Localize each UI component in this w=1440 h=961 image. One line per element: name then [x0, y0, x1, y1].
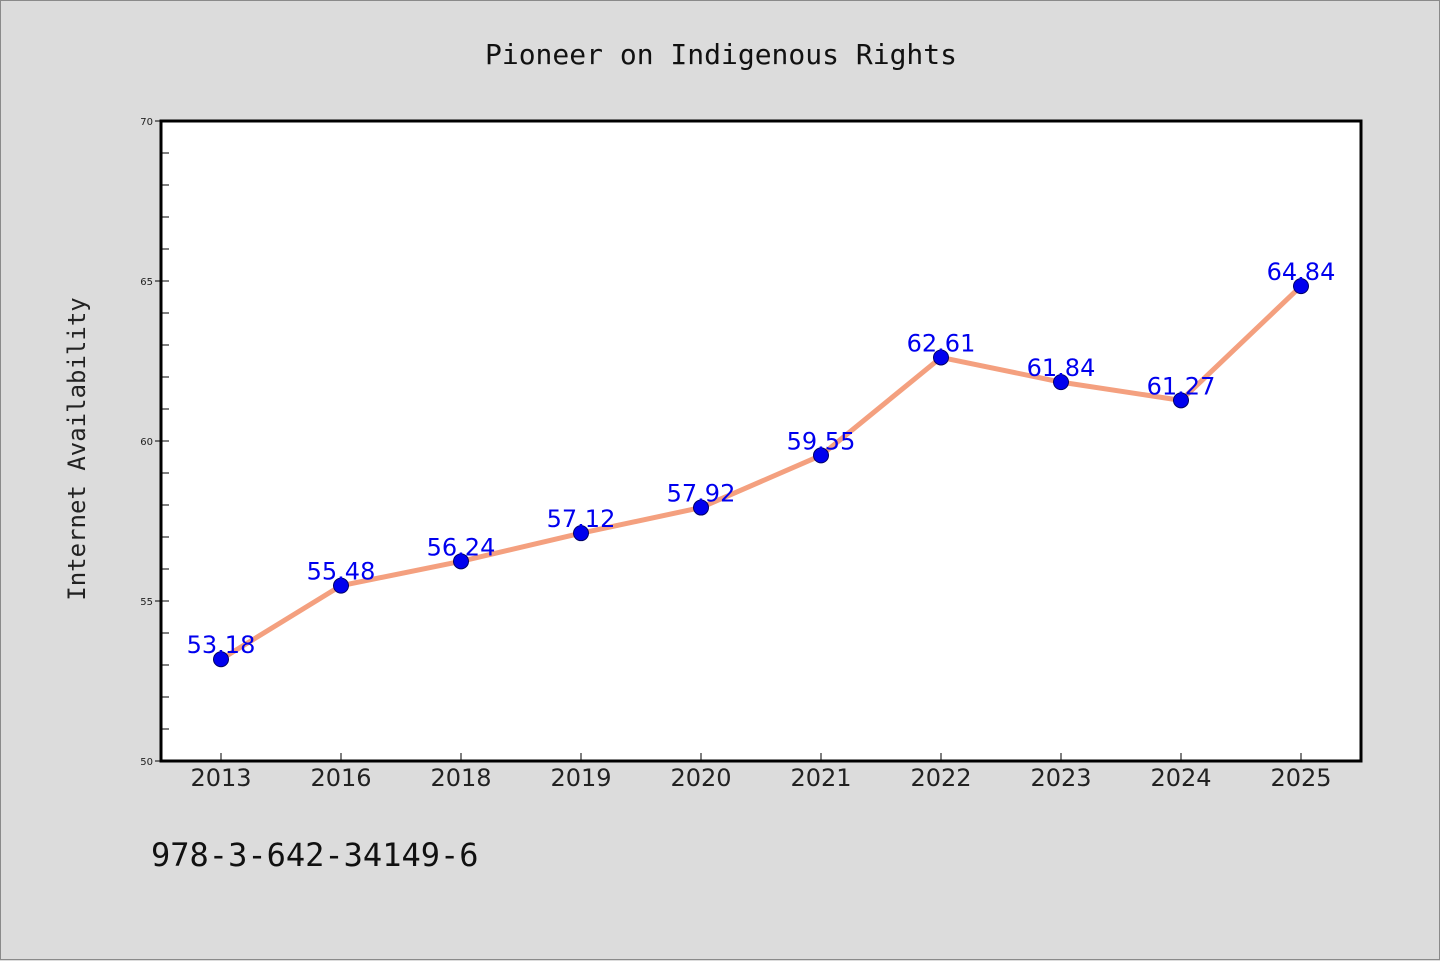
x-tick-label: 2025 — [1270, 764, 1331, 792]
data-label: 53.18 — [187, 631, 256, 659]
data-label: 59.55 — [787, 427, 856, 455]
data-point — [573, 525, 589, 542]
series-group — [213, 278, 1309, 668]
data-point — [1173, 392, 1189, 409]
x-tick-label: 2020 — [670, 764, 731, 792]
data-labels-group: 53.18 55.48 56.24 57.12 57.92 59.55 62.61 61.84… — [187, 258, 1336, 659]
y-tick-label: 60 — [140, 437, 153, 448]
data-label: 62.61 — [907, 329, 976, 357]
data-point — [453, 553, 469, 570]
x-tick-label: 2019 — [550, 764, 611, 792]
y-tick-label: 65 — [140, 277, 153, 288]
data-label: 55.48 — [307, 558, 376, 586]
data-point — [1293, 278, 1309, 295]
data-point — [1053, 374, 1069, 391]
y-axis-label: Internet Availability — [63, 297, 91, 600]
data-point — [333, 577, 349, 594]
data-label: 57.12 — [547, 505, 616, 533]
data-point — [693, 499, 709, 516]
data-label: 57.92 — [667, 480, 736, 508]
data-label: 61.84 — [1027, 354, 1096, 382]
x-tick-label: 2018 — [430, 764, 491, 792]
data-label: 56.24 — [427, 533, 496, 561]
series-line — [218, 283, 1304, 662]
plot-area — [161, 121, 1361, 761]
x-tick-label: 2022 — [910, 764, 971, 792]
x-tick-label: 2016 — [310, 764, 371, 792]
y-tick-label: 55 — [140, 597, 153, 608]
data-point — [933, 349, 949, 366]
footer-text: 978-3-642-34149-6 — [151, 836, 479, 874]
x-axis: 2013 2016 2018 2019 2020 2021 2022 2023 2024 2025 — [190, 753, 1332, 792]
data-label: 64.84 — [1267, 258, 1336, 286]
y-tick-label: 70 — [140, 117, 153, 128]
x-tick-label: 2013 — [190, 764, 251, 792]
plot-frame — [159, 119, 1363, 763]
x-tick-label: 2021 — [790, 764, 851, 792]
data-point — [213, 651, 229, 668]
data-label: 61.27 — [1147, 372, 1216, 400]
x-tick-label: 2024 — [1150, 764, 1211, 792]
y-tick-label: 50 — [140, 757, 153, 768]
chart-title: Pioneer on Indigenous Rights — [485, 38, 957, 71]
x-tick-label: 2023 — [1030, 764, 1091, 792]
data-point — [813, 447, 829, 464]
